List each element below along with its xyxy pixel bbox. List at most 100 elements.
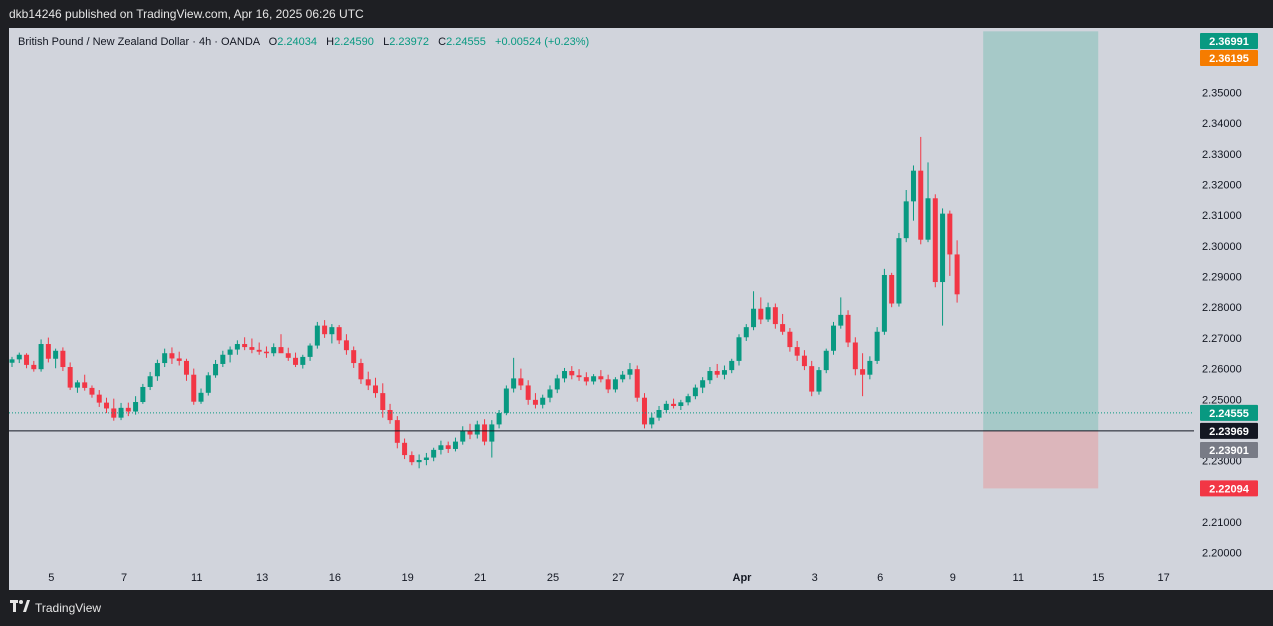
candle [314,321,320,349]
candle [147,371,153,391]
x-tick-label: 13 [256,572,268,584]
candle-body [278,347,284,354]
candle-body [518,378,524,386]
candle [569,366,575,380]
candle-body [816,370,822,392]
candle [307,343,313,361]
candle-body [525,385,531,400]
candle-body [634,369,640,398]
candle-body [183,360,189,375]
chart-area[interactable]: 2.35000 2.34000 2.33000 2.32000 2.31000 2.300… [9,28,1273,590]
candle [540,394,546,409]
candle [45,337,51,363]
tradingview-logo-icon [10,590,30,626]
price-tags: 2.36991 2.36195 2.24555 2.23969 2.23901 2.220… [1200,33,1258,497]
candle-body [707,371,713,381]
y-tick-label: 2.20000 [1202,548,1242,560]
candle-body [845,314,851,343]
y-tick-label: 2.27000 [1202,333,1242,345]
current-price-tag: 2.24555 [1200,404,1258,421]
candle [547,385,553,403]
candle-body [31,364,37,370]
candle-body [176,358,182,361]
candle [823,348,829,374]
open-label: O [268,36,278,48]
candle-body [794,347,800,356]
candle [729,358,735,374]
candle [772,303,778,329]
candle [249,338,255,354]
candle [423,452,429,466]
tradingview-logo[interactable]: TradingView [10,590,101,626]
candle [903,190,909,243]
candle [445,441,451,453]
candle-body [860,369,866,375]
candle [227,346,233,363]
publisher-header: dkb14246 published on TradingView.com, A… [0,0,1273,28]
candle [176,351,182,366]
candle [874,327,880,364]
candle-body [373,385,378,394]
candle-body [38,344,44,370]
candle-body [678,402,684,406]
candle-body [307,345,313,357]
candle [932,194,938,288]
y-tick-label: 2.32000 [1202,179,1242,191]
candle [438,440,444,455]
candle [154,359,160,381]
candle-body [336,327,342,341]
candle [140,383,146,404]
candle-body [198,392,204,402]
candle [263,346,269,358]
candle [736,334,742,366]
change-value: +0.00524 (+0.23%) [495,36,590,48]
candle-body [547,389,553,398]
candle-body [322,325,328,335]
candle [402,438,408,460]
candle [881,268,887,335]
candle-body [293,357,299,365]
candle-body [45,344,51,359]
candle-body [809,366,815,392]
candle-body [605,379,611,390]
candlestick-chart[interactable]: 2.35000 2.34000 2.33000 2.32000 2.31000 2.300… [9,28,1273,590]
candle-body [263,351,269,354]
candle-body [838,314,844,326]
x-tick-label: 5 [48,572,54,584]
candle-body [118,407,124,418]
x-tick-label: 27 [612,572,624,584]
candle [678,399,684,410]
candle [293,352,299,368]
candle-body [489,424,495,442]
price-tag-label: 2.23969 [1209,426,1249,438]
candle [940,208,946,326]
candle-body [445,445,451,449]
candle-body [16,354,22,360]
symbol-legend: British Pound / New Zealand Dollar · 4h … [18,36,589,48]
candle-body [874,331,880,361]
candle [918,136,924,245]
candle-body [758,308,764,320]
candle-body [423,457,429,460]
candle-body [358,363,364,380]
candle-body [82,382,88,388]
candle-body [641,397,647,425]
candle [198,388,204,404]
candle [31,360,37,372]
price-tag-bg [1200,404,1258,421]
candle-body [300,356,306,365]
high-label: H [326,36,335,48]
candle-body [627,369,633,375]
candle-body [540,397,546,405]
candle [416,454,422,469]
candle [627,363,633,380]
candle [663,400,669,414]
candle-body [932,198,938,283]
close-label: C [438,36,447,48]
candle [16,352,22,364]
candle [743,324,749,341]
candle [89,385,95,398]
candle [118,402,124,421]
candle-body [896,238,902,304]
candle [380,383,386,418]
